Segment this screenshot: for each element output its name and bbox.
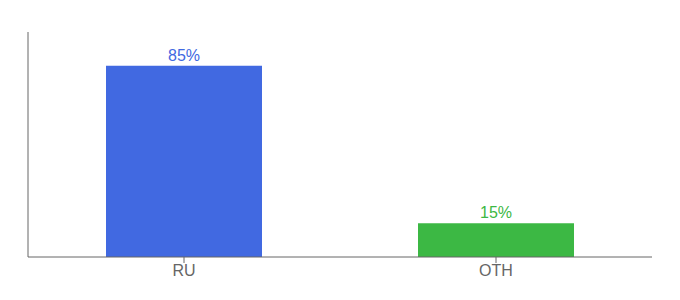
svg-text:15%: 15% (480, 204, 512, 221)
svg-text:85%: 85% (168, 47, 200, 64)
svg-text:RU: RU (172, 262, 195, 279)
svg-text:OTH: OTH (479, 262, 513, 279)
